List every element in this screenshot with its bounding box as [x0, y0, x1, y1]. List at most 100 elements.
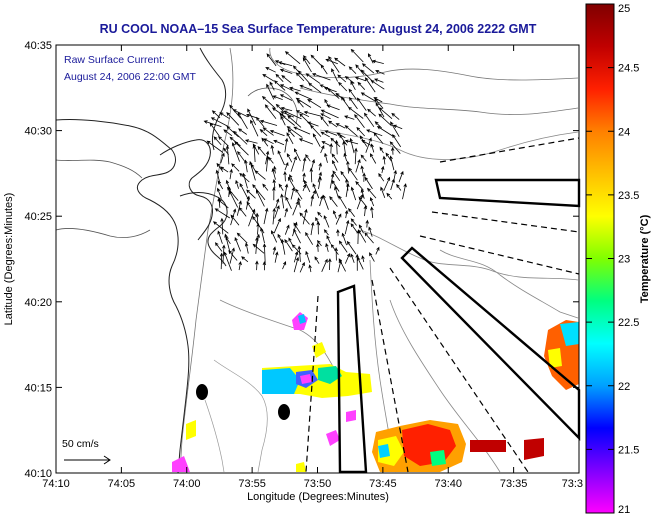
y-axis-label: Latitude (Degrees:Minutes)	[3, 193, 15, 326]
current-vector	[217, 230, 223, 244]
colorbar-tick-label: 25	[618, 3, 630, 15]
current-vector	[252, 243, 265, 254]
current-vector	[398, 170, 404, 183]
current-vector	[348, 167, 358, 181]
lon-tick-label: 74:00	[173, 478, 201, 490]
current-vector	[226, 125, 239, 138]
current-vector	[238, 128, 248, 135]
current-vector	[223, 251, 232, 271]
current-vector	[284, 239, 293, 252]
current-vector	[360, 188, 365, 199]
current-vector	[303, 110, 321, 117]
current-vector	[348, 207, 356, 217]
bathymetry-contour	[213, 359, 268, 473]
current-vector	[338, 81, 348, 92]
current-vector	[310, 54, 322, 66]
current-vector	[356, 97, 367, 111]
colorbar-tick-label: 22.5	[618, 317, 639, 329]
current-vector	[265, 67, 276, 73]
current-vector	[285, 196, 292, 210]
current-vector	[262, 183, 269, 191]
current-vector	[308, 82, 322, 94]
current-vector	[283, 110, 302, 120]
current-vector	[335, 123, 346, 129]
current-vector	[252, 215, 265, 234]
sst-patch	[262, 368, 300, 394]
current-vector	[255, 236, 259, 254]
current-vector	[244, 242, 249, 254]
current-vector	[350, 80, 356, 90]
current-vector	[210, 117, 229, 127]
current-vector	[360, 154, 367, 162]
coastline	[55, 228, 151, 238]
colorbar-ticks: 25 24.5 24 23.5 23 22.5 22 21.5 21	[586, 3, 639, 516]
current-vector	[305, 250, 311, 263]
current-vector	[284, 224, 290, 235]
current-vector	[244, 159, 248, 173]
current-vector	[383, 176, 391, 192]
sst-patch	[172, 456, 190, 472]
current-vector	[368, 226, 373, 237]
current-vector	[297, 70, 310, 84]
coastline	[159, 139, 213, 241]
lat-tick-label: 40:35	[24, 40, 52, 52]
current-vector	[390, 146, 395, 155]
coastline	[199, 47, 227, 151]
current-vector	[295, 188, 303, 200]
current-vector	[242, 172, 248, 189]
current-vector	[229, 190, 239, 208]
current-vector	[323, 229, 329, 236]
current-vector	[378, 107, 393, 120]
current-vector	[356, 193, 364, 210]
current-vector	[293, 222, 301, 234]
current-vector	[328, 120, 338, 128]
current-vector	[236, 232, 248, 244]
current-vector	[203, 120, 222, 127]
sst-patch	[548, 348, 562, 368]
current-vector	[329, 195, 338, 207]
current-vector	[290, 155, 297, 172]
current-vector	[305, 154, 311, 162]
transect-polygon	[336, 284, 368, 474]
current-vector	[233, 130, 248, 145]
current-vector	[347, 106, 364, 119]
current-vector	[230, 214, 240, 226]
current-vector	[238, 207, 247, 217]
current-vector	[293, 251, 299, 263]
current-vector	[325, 242, 329, 252]
current-vector	[308, 264, 312, 273]
current-vector	[349, 137, 355, 154]
current-vector	[334, 186, 339, 198]
dashed-line	[431, 211, 580, 233]
colorbar-tick-label: 23.5	[618, 190, 639, 202]
current-vector	[211, 110, 221, 119]
current-vector	[363, 205, 368, 217]
current-vector	[311, 73, 331, 81]
current-vector	[280, 193, 285, 209]
current-vector	[334, 139, 339, 155]
current-vector	[354, 114, 365, 128]
current-vector	[355, 158, 361, 173]
colorbar-tick-label: 21	[618, 504, 630, 516]
current-vector	[293, 256, 300, 273]
current-vector	[339, 134, 348, 146]
current-vector	[357, 256, 364, 270]
current-vector	[273, 139, 285, 146]
current-vector	[284, 137, 289, 153]
colorbar-tick-label: 24	[618, 126, 630, 138]
current-vector	[378, 173, 385, 182]
current-vector	[252, 144, 256, 163]
current-vector	[350, 218, 357, 226]
sst-patch	[346, 410, 356, 422]
latitude-axis: 40:35 40:30 40:25 40:20 40:15 40:10	[24, 40, 579, 480]
current-vector	[321, 258, 328, 272]
current-vector	[284, 207, 289, 218]
current-vector	[312, 183, 320, 199]
dashed-line	[389, 267, 529, 473]
sst-patches	[172, 312, 579, 472]
current-vector	[357, 229, 367, 243]
current-vector	[294, 91, 313, 100]
current-vector	[217, 180, 224, 190]
current-vector	[282, 261, 287, 270]
bathymetry-contour	[299, 87, 579, 115]
